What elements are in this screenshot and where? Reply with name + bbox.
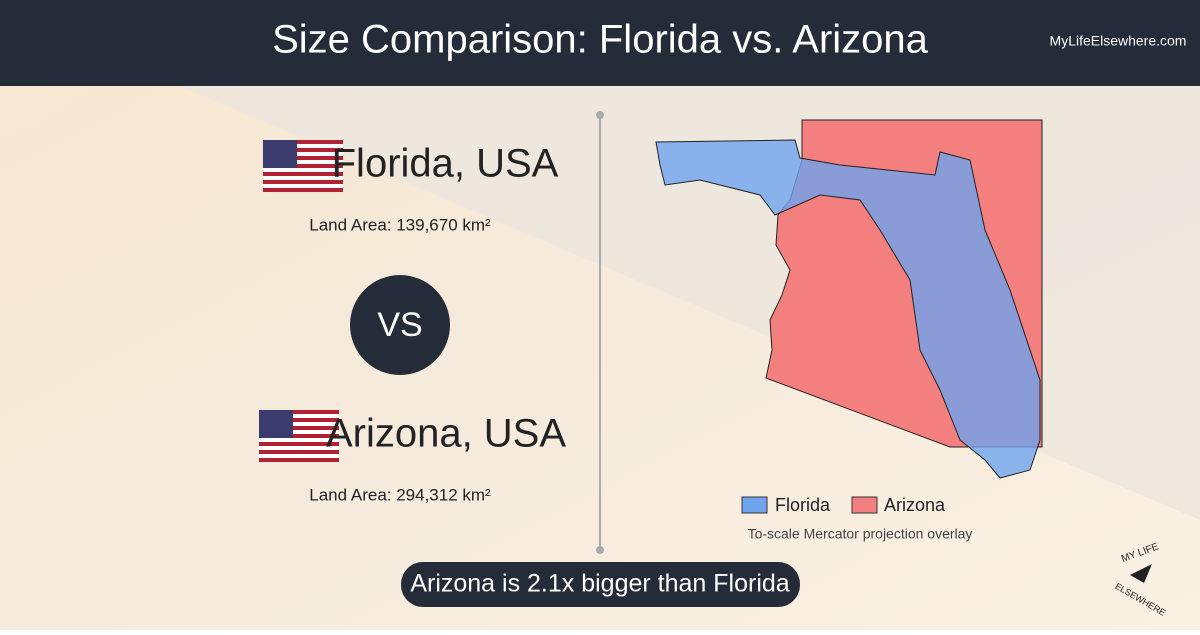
title: Size Comparison: Florida vs. Arizona	[272, 18, 929, 62]
header-bar	[0, 0, 1200, 86]
place-name: Arizona, USA	[326, 412, 566, 456]
divider-dot	[596, 111, 604, 119]
site-name: MyLifeElsewhere.com	[1050, 33, 1187, 49]
florida-shape	[655, 139, 1041, 479]
vs-badge	[350, 275, 450, 375]
place-name: Florida, USA	[332, 142, 559, 186]
logo-plane	[1130, 564, 1152, 583]
legend-swatch	[851, 496, 878, 514]
land-area: Land Area: 139,670 km²	[309, 215, 491, 234]
summary-text: Arizona is 2.1x bigger than Florida	[410, 570, 789, 598]
divider-dot	[596, 546, 604, 554]
land-area: Land Area: 294,312 km²	[309, 485, 491, 504]
legend-label: Florida	[775, 495, 831, 515]
vs-text: VS	[377, 306, 422, 344]
projection-note: To-scale Mercator projection overlay	[748, 526, 973, 542]
legend-swatch	[741, 496, 768, 514]
summary-pill	[401, 562, 800, 607]
legend-label: Arizona	[884, 495, 946, 515]
